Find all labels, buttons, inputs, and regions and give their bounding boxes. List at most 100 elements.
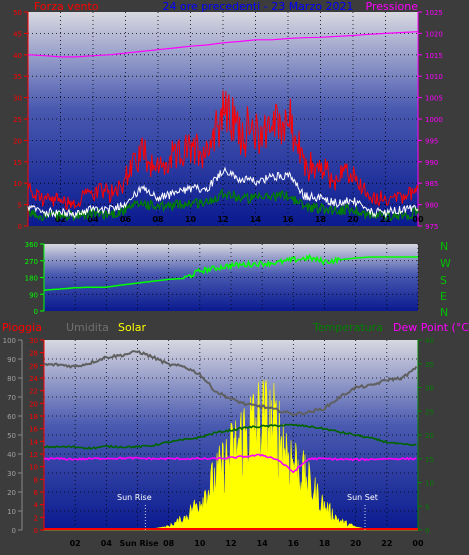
p3-temp-tick-label: 10 [425,480,434,488]
p3-humidity-tick-label: 80 [7,375,16,383]
p1-right-tick-label: 990 [425,159,438,167]
p2-tick-label: 90 [29,291,38,299]
p1-left-tick-label: 0 [18,223,22,231]
p3-rain-tick-label: 0 [34,527,38,535]
wind-gust-line [27,90,419,211]
p1-x-tick-label: 04 [87,215,99,224]
p3-humidity-tick-label: 100 [3,337,16,345]
wind-direction-line [43,253,418,291]
p3-sunrise-axis-label: Sun Rise [120,539,160,548]
p1-x-tick-label: 02 [55,215,66,224]
p3-temp-tick-label: 40 [425,337,434,345]
compass-e: E [440,290,447,303]
p3-x-tick-label: 18 [319,539,331,548]
p3-x-tick-label: 04 [101,539,113,548]
p3-rain-tick-label: 24 [29,375,38,383]
p3-temp-tick-label: 25 [425,408,434,416]
p1-right-tick-label: 975 [425,223,438,231]
p1-right-tick-label: 1000 [425,116,443,124]
p3-rain-tick-label: 20 [29,400,38,408]
p3-rain-tick-label: 26 [29,362,38,370]
p3-x-tick-label: 08 [163,539,175,548]
p1-x-tick-label: 18 [315,215,327,224]
p1-left-tick-label: 20 [13,137,22,145]
p3-rain-tick-label: 14 [29,438,38,446]
pressure-line [27,31,419,58]
p1-right-tick-label: 1025 [425,9,443,17]
p1-x-tick-label: 12 [217,215,228,224]
p3-humidity-tick-label: 10 [7,508,16,516]
p1-right-tick-label: 1020 [425,30,443,38]
p1-left-tick-label: 40 [13,52,22,60]
p1-x-tick-label: 06 [120,215,132,224]
p1-x-tick-label: 10 [185,215,197,224]
p3-temp-tick-label: 20 [425,432,434,440]
p3-temp-tick-label: 5 [425,503,429,511]
p3-humidity-tick-label: 20 [7,489,16,497]
p1-left-tick-label: 50 [13,9,22,17]
p3-rain-tick-label: 30 [29,337,38,345]
sunrise-label: Sun Rise [117,493,152,502]
humidity-line [43,350,418,416]
p3-x-tick-label: 22 [381,539,392,548]
temperature-line [43,423,417,450]
p3-rain-tick-label: 16 [29,426,38,434]
wind-speed-green-line [27,188,419,222]
p1-right-tick-label: 985 [425,180,438,188]
p3-rain-tick-label: 10 [29,464,38,472]
wind-average-line [27,166,419,219]
p3-rain-tick-label: 2 [34,514,38,522]
p3-x-tick-label: 16 [288,539,300,548]
p3-x-tick-label: 14 [257,539,269,548]
p3-rain-tick-label: 12 [29,451,38,459]
p1-left-tick-label: 35 [13,73,22,81]
p2-tick-label: 0 [34,308,38,316]
p3-temp-tick-label: 30 [425,385,434,393]
p3-rain-tick-label: 28 [29,350,38,358]
p3-x-tick-label: 12 [225,539,236,548]
panel-2-plot [44,244,418,311]
p2-tick-label: 270 [25,258,38,266]
p3-temp-tick-label: 0 [425,527,429,535]
dew-point-label: Dew Point (°C) [393,321,469,334]
p3-humidity-tick-label: 30 [7,470,16,478]
p3-temp-tick-label: 35 [425,361,434,369]
compass-n-top: N [440,240,448,253]
p3-rain-tick-label: 6 [34,489,39,497]
rain-label: Pioggia [2,321,42,334]
p1-left-tick-label: 5 [18,202,22,210]
p3-x-tick-label: 00 [412,539,424,548]
p1-right-tick-label: 1010 [425,73,443,81]
sunset-label: Sun Set [347,493,378,502]
header-right-label: Pressione [366,0,419,13]
p1-right-tick-label: 980 [425,202,438,210]
compass-s: S [440,274,447,287]
p3-rain-tick-label: 18 [29,413,38,421]
p1-x-tick-label: 00 [412,215,424,224]
p1-x-tick-label: 08 [152,215,164,224]
p2-tick-label: 360 [25,241,38,249]
solar-label: Solar [118,321,147,334]
p3-humidity-tick-label: 0 [12,527,16,535]
p1-left-tick-label: 15 [13,159,22,167]
p1-left-tick-label: 45 [13,30,22,38]
p3-rain-tick-label: 22 [29,388,38,396]
header-left-label: Forza vento [34,0,99,13]
p1-x-tick-label: 16 [282,215,294,224]
p1-left-tick-label: 25 [13,116,22,124]
p1-right-tick-label: 1015 [425,52,443,60]
p3-humidity-tick-label: 90 [7,356,16,364]
p1-left-tick-label: 30 [13,95,22,103]
p3-humidity-tick-label: 70 [7,394,16,402]
p3-humidity-tick-label: 50 [7,432,16,440]
p2-tick-label: 180 [25,275,38,283]
compass-w: W [440,257,451,270]
humidity-label: Umidita [66,321,109,334]
p1-left-tick-label: 10 [13,180,22,188]
compass-n-bottom: N [440,306,448,319]
p3-humidity-tick-label: 60 [7,413,16,421]
dew-point-line [43,453,417,474]
header-center-label: 24 ore precedenti - 23 Marzo 2021 [163,0,354,13]
p3-temp-tick-label: 15 [425,456,434,464]
